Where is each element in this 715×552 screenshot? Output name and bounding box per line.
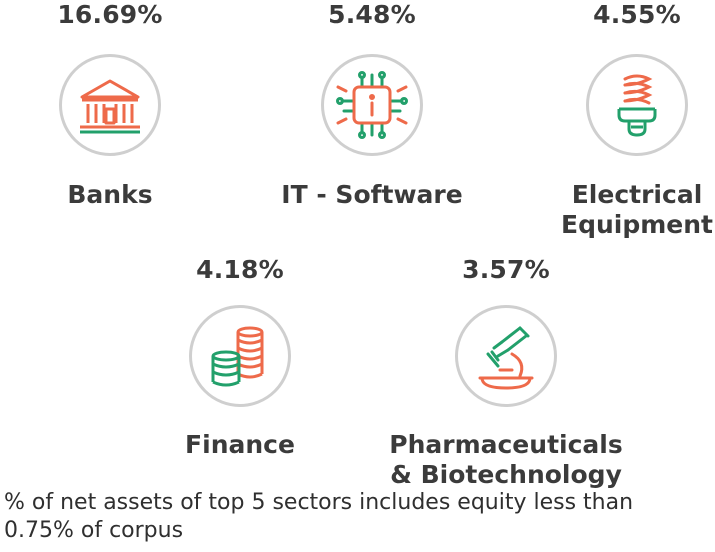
chip-icon — [336, 71, 408, 139]
sector-electrical-equipment: 4.55% Electrical Equipment — [527, 0, 715, 250]
sector-percent: 4.18% — [196, 255, 284, 284]
sector-name: Banks — [67, 180, 153, 209]
sector-name: Pharmaceuticals & Biotechnology — [376, 430, 636, 490]
sector-icon-circle — [189, 305, 291, 407]
sector-icon-circle — [455, 305, 557, 407]
sector-percent: 3.57% — [462, 255, 550, 284]
sector-name-line: Equipment — [561, 210, 713, 239]
sector-name: Finance — [185, 430, 295, 459]
sector-name-line: Electrical — [571, 180, 703, 209]
sector-name-line: & Biotechnology — [390, 460, 622, 489]
sector-banks: 16.69% Banks — [0, 0, 220, 250]
sector-percent: 16.69% — [57, 0, 163, 29]
sector-name-line: Pharmaceuticals — [389, 430, 623, 459]
sector-percent: 4.55% — [593, 0, 681, 29]
bank-icon — [80, 79, 140, 134]
sector-finance: 4.18% Finance — [130, 255, 350, 505]
coins-icon — [211, 326, 264, 387]
sector-name: Electrical Equipment — [507, 180, 715, 240]
footnote-line: 0.75% of corpus — [4, 518, 184, 543]
footnote-line: % of net assets of top 5 sectors include… — [4, 490, 634, 515]
footnote: % of net assets of top 5 sectors include… — [4, 489, 704, 545]
sector-percent: 5.48% — [328, 0, 416, 29]
sector-icon-circle — [586, 54, 688, 156]
sector-icon-circle — [321, 54, 423, 156]
microscope-icon — [478, 326, 534, 390]
sector-name: IT - Software — [281, 180, 463, 209]
sector-pharmaceuticals-biotechnology: 3.57% Pharmaceuticals & Biotechnology — [389, 255, 622, 505]
sector-icon-circle — [59, 54, 161, 156]
bulb-icon — [617, 74, 657, 137]
sector-it-software: 5.48% — [262, 0, 482, 250]
